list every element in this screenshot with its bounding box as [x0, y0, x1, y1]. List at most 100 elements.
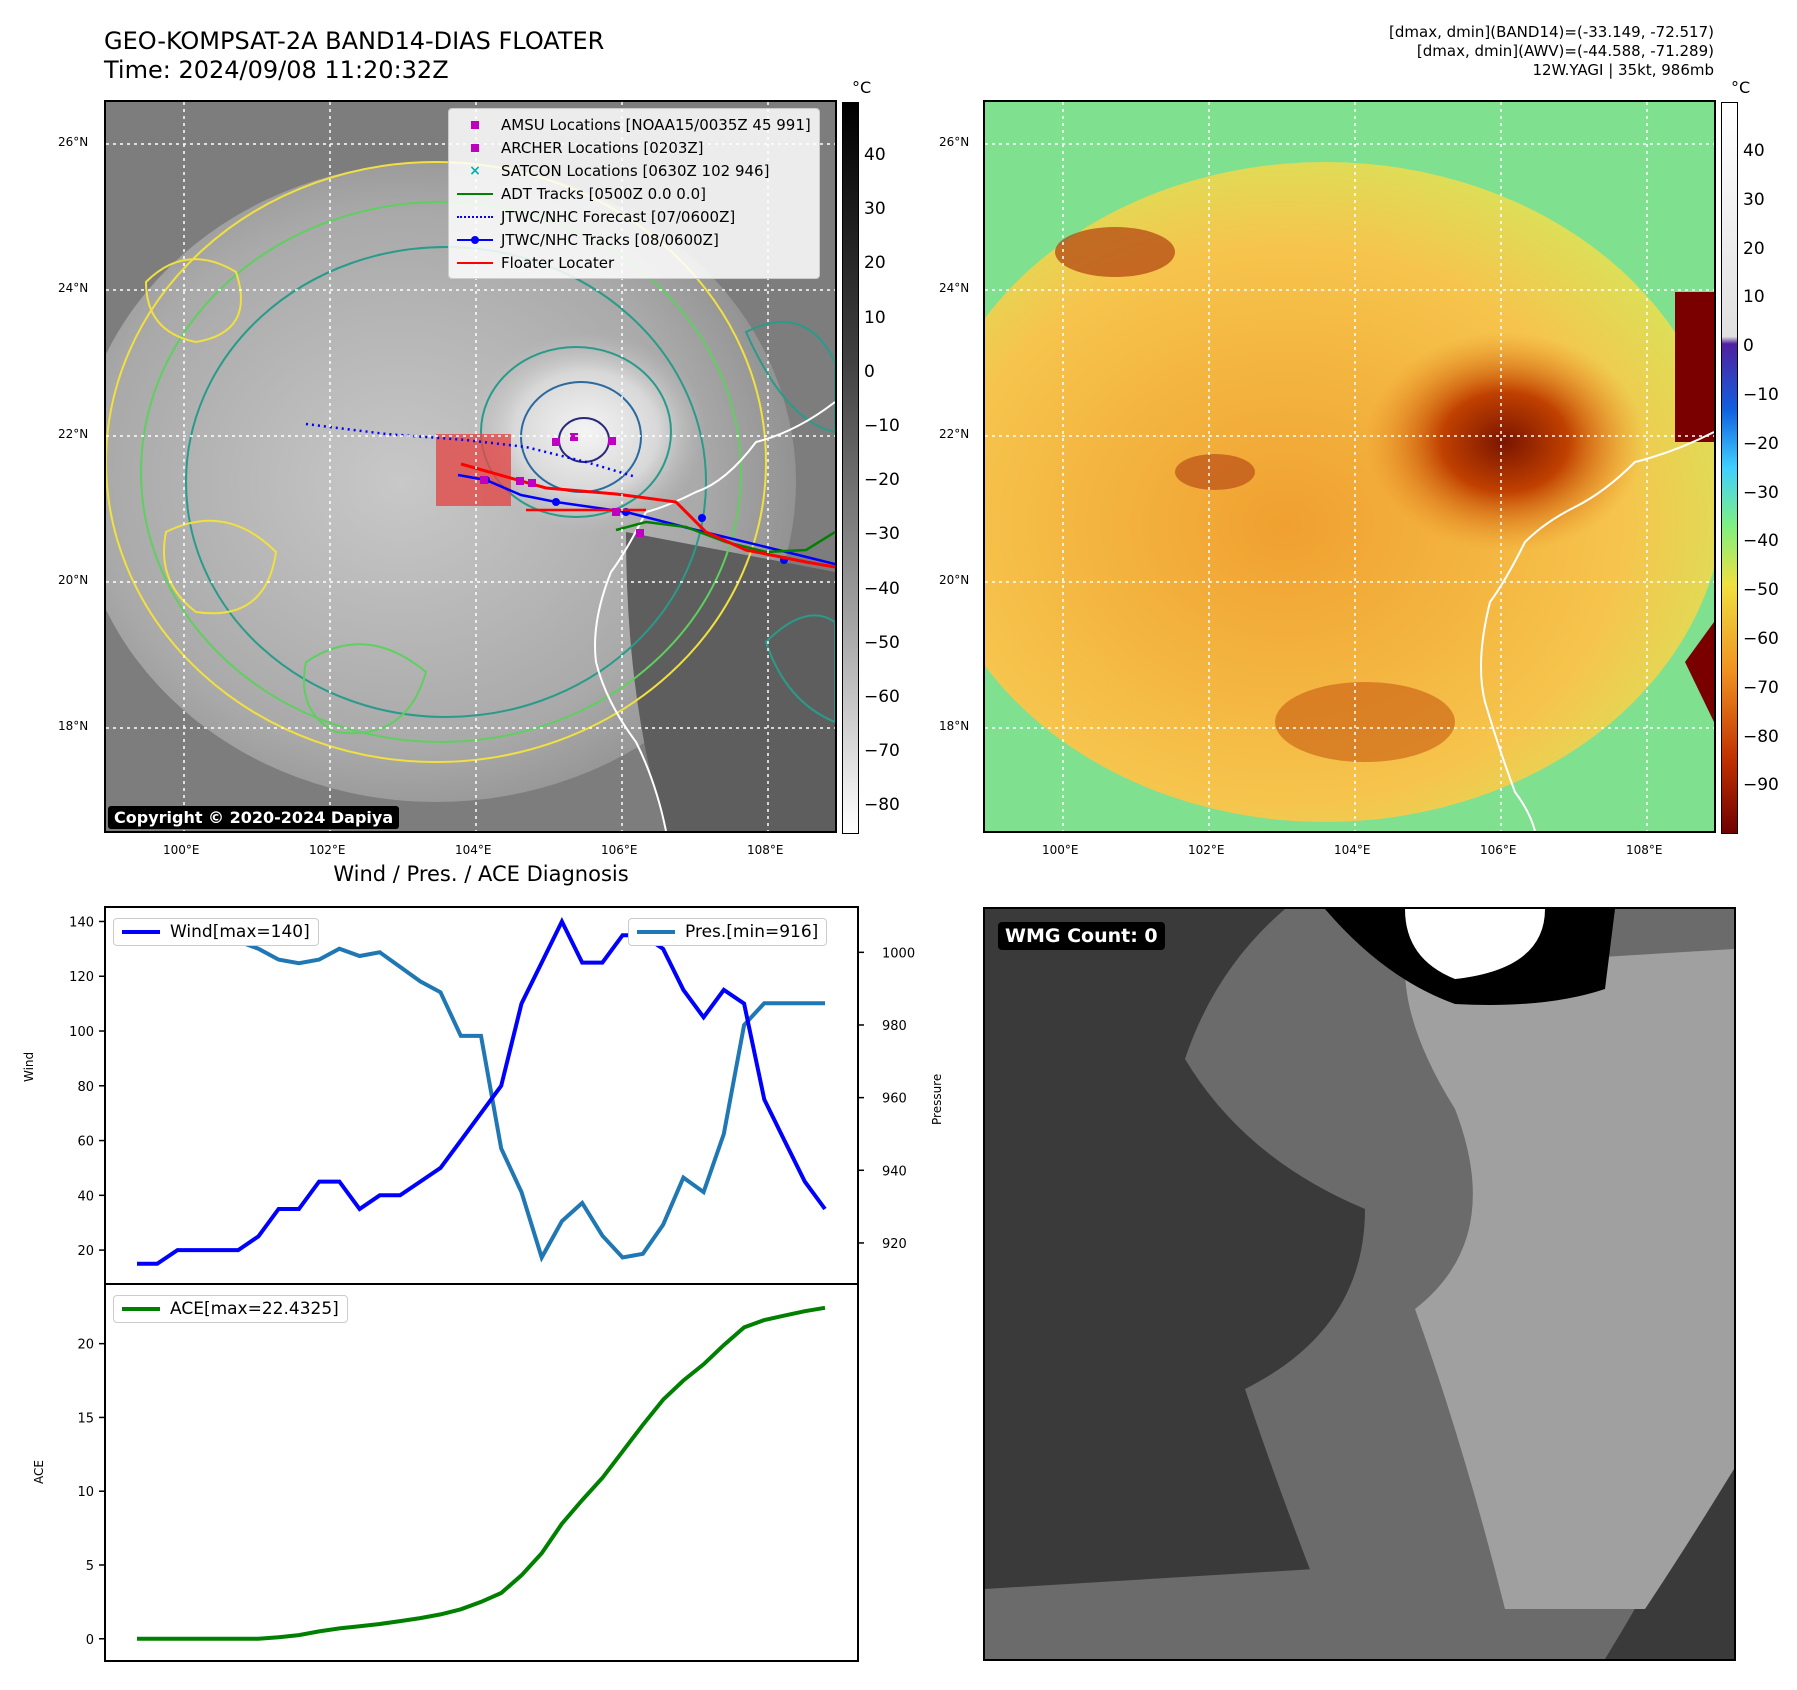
- colorbar-tick-label: 10: [864, 307, 886, 328]
- colorbar-tick-label: −10: [1743, 385, 1779, 405]
- lon-label: 108°E: [1626, 843, 1663, 857]
- colorbar-tick-label: −80: [864, 795, 900, 816]
- colorbar-tick-label: 20: [1743, 238, 1765, 259]
- wind-legend-label: Wind[max=140]: [170, 922, 310, 942]
- legend-amsu-label: AMSU Locations [NOAA15/0035Z 45 991]: [501, 115, 811, 134]
- lat-label: 26°N: [939, 135, 970, 149]
- band14-map: AMSU Locations [NOAA15/0035Z 45 991] ARC…: [104, 100, 837, 833]
- legend-archer-label: ARCHER Locations [0203Z]: [501, 138, 704, 157]
- lon-label: 108°E: [747, 843, 784, 857]
- axis-tick-label: 60: [77, 1135, 94, 1150]
- info-band14: [dmax, dmin](BAND14)=(-33.149, -72.517): [1389, 23, 1714, 41]
- info-storm: 12W.YAGI | 35kt, 986mb: [1532, 61, 1714, 79]
- lat-label: 24°N: [58, 281, 89, 295]
- colorbar-tick-label: −60: [1743, 629, 1779, 649]
- wmg-count-label: WMG Count: 0: [998, 922, 1165, 950]
- ace-axes: [104, 1283, 859, 1662]
- wmg-panel: WMG Count: 0: [983, 907, 1736, 1661]
- lat-label: 24°N: [939, 281, 970, 295]
- lon-label: 100°E: [1042, 843, 1079, 857]
- legend-jtwc-label: JTWC/NHC Tracks [08/0600Z]: [501, 230, 719, 249]
- colorbar-tick-label: −70: [1743, 677, 1779, 698]
- axis-tick-label: 920: [882, 1237, 907, 1252]
- legend-satcon: × SATCON Locations [0630Z 102 946]: [457, 159, 811, 182]
- left-colorbar: [842, 102, 859, 834]
- awv-map: [983, 100, 1716, 833]
- axis-tick-label: 5: [86, 1559, 94, 1574]
- awv-imagery: [985, 102, 1714, 831]
- copyright-label: Copyright © 2020-2024 Dapiya: [108, 806, 400, 829]
- pressure-legend: Pres.[min=916]: [628, 918, 828, 946]
- axis-tick-label: 1000: [882, 946, 915, 961]
- axis-tick-label: 20: [77, 1244, 94, 1259]
- colorbar-tick-label: −20: [1743, 433, 1779, 454]
- colorbar-tick-label: −30: [864, 524, 900, 545]
- left-colorbar-unit: °C: [852, 78, 872, 97]
- colorbar-tick-label: −80: [1743, 726, 1779, 747]
- lon-label: 104°E: [455, 843, 492, 857]
- colorbar-tick-label: 40: [864, 145, 886, 165]
- lon-label: 104°E: [1334, 843, 1371, 857]
- wind-legend: Wind[max=140]: [113, 918, 319, 946]
- legend-adt: ADT Tracks [0500Z 0.0 0.0]: [457, 182, 811, 205]
- legend-amsu: AMSU Locations [NOAA15/0035Z 45 991]: [457, 113, 811, 136]
- lat-label: 18°N: [939, 719, 970, 733]
- lat-label: 20°N: [939, 573, 970, 587]
- legend-satcon-label: SATCON Locations [0630Z 102 946]: [501, 161, 770, 180]
- axis-tick-label: 10: [77, 1485, 94, 1500]
- colorbar-tick-label: 0: [1743, 336, 1754, 357]
- line-marker-icon: [457, 255, 493, 271]
- legend-adt-label: ADT Tracks [0500Z 0.0 0.0]: [501, 184, 706, 203]
- legend-forecast: JTWC/NHC Forecast [07/0600Z]: [457, 205, 811, 228]
- ace-legend-swatch: [122, 1307, 160, 1311]
- colorbar-tick-label: −10: [864, 416, 900, 436]
- wind-pres-axes: [104, 906, 859, 1285]
- axis-tick-label: 100: [69, 1025, 94, 1040]
- colorbar-tick-label: 0: [864, 361, 875, 382]
- track-legend: AMSU Locations [NOAA15/0035Z 45 991] ARC…: [448, 108, 820, 279]
- lat-label: 26°N: [58, 135, 89, 149]
- legend-archer: ARCHER Locations [0203Z]: [457, 136, 811, 159]
- ace-series-line: [137, 1305, 826, 1641]
- axis-tick-label: 80: [77, 1080, 94, 1095]
- ace-legend-label: ACE[max=22.4325]: [170, 1299, 339, 1319]
- lon-label: 106°E: [601, 843, 638, 857]
- colorbar-tick-label: −60: [864, 687, 900, 707]
- axis-tick-label: 20: [77, 1338, 94, 1353]
- lon-label: 102°E: [1188, 843, 1225, 857]
- axis-tick-label: 120: [69, 970, 94, 985]
- lon-label: 106°E: [1480, 843, 1517, 857]
- diagnosis-title: Wind / Pres. / ACE Diagnosis: [333, 862, 629, 886]
- legend-floater-label: Floater Locater: [501, 253, 615, 272]
- figure-title: GEO-KOMPSAT-2A BAND14-DIAS FLOATER Time:…: [104, 27, 604, 85]
- lat-label: 20°N: [58, 573, 89, 587]
- right-colorbar-unit: °C: [1731, 78, 1751, 97]
- lon-label: 102°E: [309, 843, 346, 857]
- pressure-series-line: [137, 928, 825, 1263]
- legend-forecast-label: JTWC/NHC Forecast [07/0600Z]: [501, 207, 736, 226]
- colorbar-tick-label: −70: [864, 741, 900, 762]
- pressure-legend-label: Pres.[min=916]: [685, 922, 819, 942]
- dot-line-icon: [457, 232, 493, 248]
- axis-tick-label: 15: [77, 1411, 94, 1426]
- pressure-legend-swatch: [637, 930, 675, 934]
- stats-info: [dmax, dmin](BAND14)=(-33.149, -72.517) …: [1389, 23, 1714, 80]
- lat-label: 18°N: [58, 719, 89, 733]
- title-line-2: Time: 2024/09/08 11:20:32Z: [104, 56, 449, 84]
- colorbar-tick-label: 30: [864, 199, 886, 220]
- square-marker-icon: [457, 140, 493, 156]
- colorbar-tick-label: −50: [864, 632, 900, 653]
- info-awv: [dmax, dmin](AWV)=(-44.588, -71.289): [1416, 42, 1714, 60]
- legend-floater: Floater Locater: [457, 251, 811, 274]
- line-marker-icon: [457, 186, 493, 202]
- lat-label: 22°N: [939, 427, 970, 441]
- square-marker-icon: [457, 117, 493, 133]
- lat-label: 22°N: [58, 427, 89, 441]
- colorbar-tick-label: −40: [864, 578, 900, 599]
- x-marker-icon: ×: [469, 162, 481, 179]
- wmg-image: [985, 909, 1734, 1659]
- legend-jtwc-tracks: JTWC/NHC Tracks [08/0600Z]: [457, 228, 811, 251]
- ace-legend: ACE[max=22.4325]: [113, 1295, 348, 1323]
- right-colorbar: [1721, 102, 1738, 834]
